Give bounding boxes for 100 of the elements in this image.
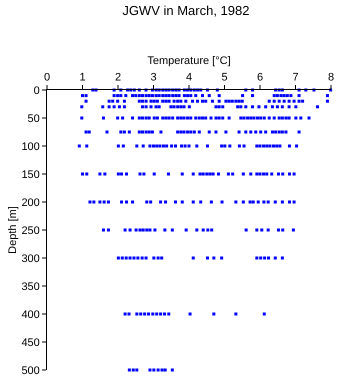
point	[270, 172, 274, 176]
point	[112, 105, 116, 108]
y-axis-title: Depth [m]	[7, 206, 20, 254]
point	[180, 144, 184, 148]
point	[280, 130, 284, 134]
point	[167, 312, 170, 316]
point	[252, 116, 256, 120]
point	[140, 256, 144, 260]
point	[121, 116, 124, 120]
x-tick-label: 0	[44, 72, 50, 84]
point	[255, 256, 258, 260]
point	[262, 312, 266, 316]
point	[288, 116, 291, 120]
y-tick-label: 200	[21, 196, 40, 209]
point	[241, 94, 244, 98]
point	[272, 116, 276, 120]
point	[116, 144, 120, 148]
point	[144, 94, 148, 98]
point	[135, 368, 138, 372]
point	[101, 105, 104, 108]
point	[281, 228, 284, 232]
point	[152, 256, 156, 260]
point	[141, 100, 144, 103]
point	[106, 228, 110, 232]
point	[141, 116, 144, 120]
point	[295, 144, 298, 148]
point	[176, 116, 180, 120]
point	[142, 144, 145, 148]
point	[138, 94, 141, 98]
point	[158, 105, 161, 108]
point	[218, 100, 221, 103]
point	[244, 105, 248, 108]
y-tick-label: 100	[21, 140, 40, 153]
y-tick-label: 400	[21, 308, 40, 321]
point	[120, 172, 124, 176]
point	[131, 200, 134, 204]
point	[218, 94, 221, 98]
point	[268, 144, 272, 148]
point	[182, 116, 186, 120]
point	[170, 228, 174, 232]
point	[170, 368, 174, 372]
point	[178, 94, 181, 98]
point	[163, 228, 166, 232]
point	[200, 94, 204, 98]
point	[238, 144, 241, 148]
point	[112, 94, 116, 98]
point	[298, 100, 301, 103]
point	[224, 130, 228, 134]
point	[234, 200, 238, 204]
point	[141, 105, 144, 108]
x-tick-label: 7	[292, 72, 299, 84]
point	[254, 130, 258, 134]
point	[144, 100, 148, 103]
point	[267, 256, 270, 260]
point	[102, 228, 105, 232]
point	[176, 130, 180, 134]
point	[92, 200, 96, 204]
point	[289, 94, 292, 98]
point	[148, 144, 152, 148]
point	[258, 144, 262, 148]
point	[286, 94, 289, 98]
point	[294, 105, 298, 108]
point	[218, 105, 221, 108]
point	[170, 144, 174, 148]
point	[276, 172, 280, 176]
point	[288, 144, 291, 148]
point	[156, 368, 160, 372]
point	[176, 100, 180, 103]
point	[159, 200, 162, 204]
point	[84, 94, 88, 98]
point	[128, 130, 131, 134]
point	[280, 200, 284, 204]
point	[279, 94, 282, 98]
point	[166, 172, 170, 176]
point	[155, 144, 158, 148]
point	[124, 312, 127, 316]
point	[164, 100, 168, 103]
point	[210, 228, 214, 232]
point	[150, 94, 154, 98]
point	[124, 256, 128, 260]
point	[280, 256, 284, 260]
point	[135, 312, 138, 316]
point	[242, 144, 246, 148]
point	[326, 100, 329, 103]
y-tick-label: 0	[34, 84, 40, 97]
point	[205, 172, 208, 176]
point	[239, 116, 242, 120]
point	[119, 130, 122, 134]
point	[268, 116, 271, 120]
point	[134, 94, 138, 98]
point	[81, 94, 84, 98]
point	[202, 228, 205, 232]
point	[223, 144, 226, 148]
y-tick-label: 450	[21, 336, 40, 349]
point	[191, 100, 194, 103]
point	[143, 312, 146, 316]
point	[210, 200, 213, 204]
point	[111, 100, 114, 103]
point	[249, 172, 252, 176]
point	[145, 200, 148, 204]
